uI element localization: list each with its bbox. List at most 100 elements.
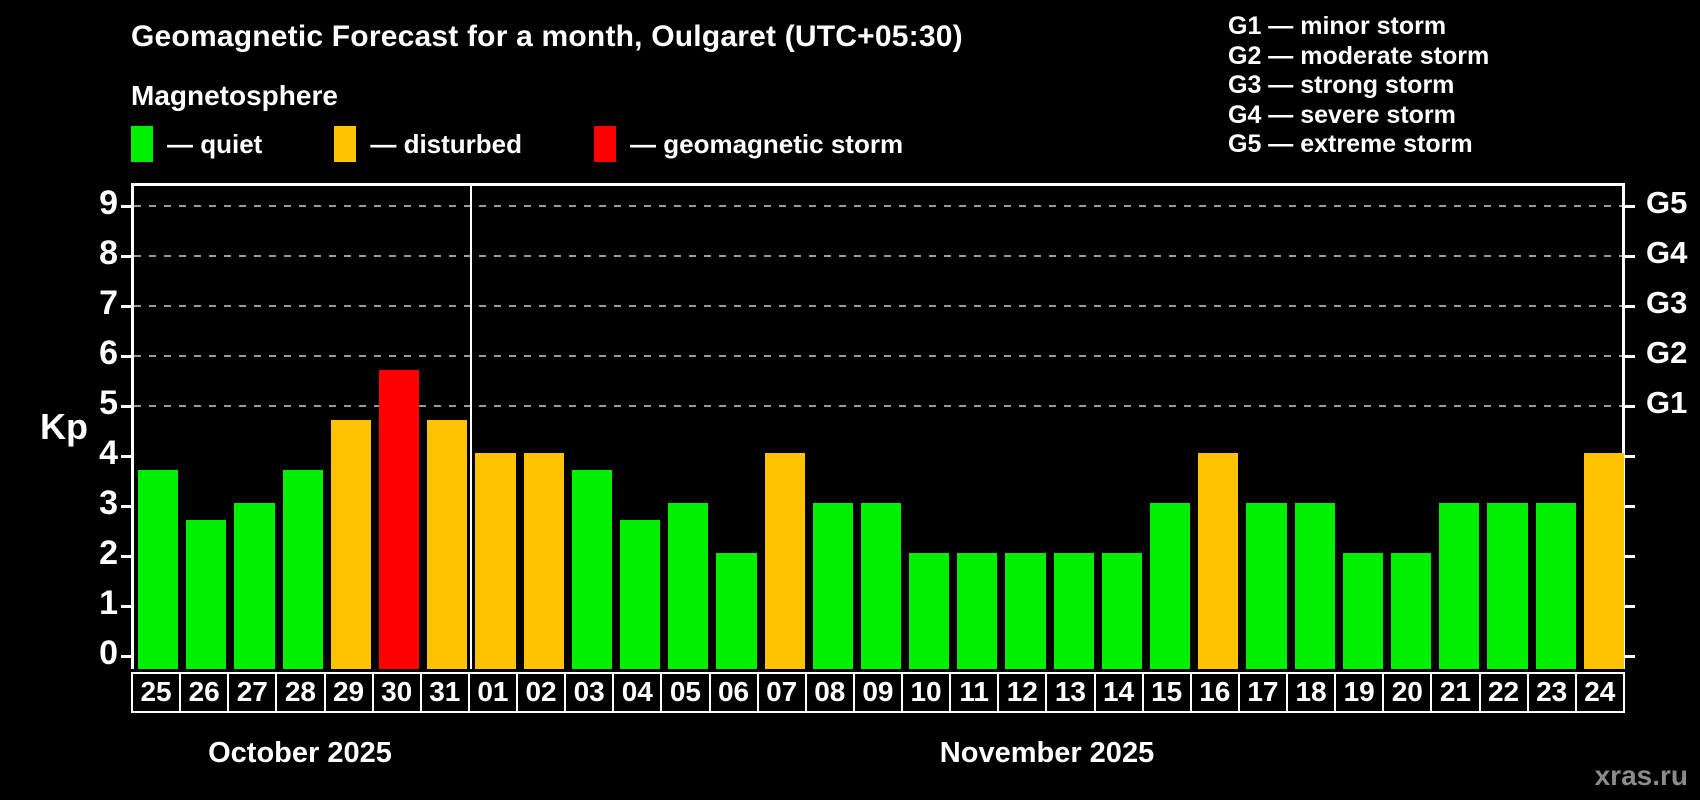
legend-item-quiet: — quiet xyxy=(131,126,262,162)
kp-bar-day-05 xyxy=(668,503,709,669)
y-tick-label-4: 4 xyxy=(99,434,118,472)
day-label-17: 17 xyxy=(1237,672,1288,713)
day-label-18: 18 xyxy=(1286,672,1337,713)
day-label-08: 08 xyxy=(804,672,855,713)
kp-bar-day-03 xyxy=(571,469,612,669)
kp-bar-day-07 xyxy=(764,453,805,669)
plot-area xyxy=(121,183,1635,669)
kp-bar-day-26 xyxy=(186,519,227,669)
gridline-kp6 xyxy=(134,355,1622,357)
tick-right-kp7 xyxy=(1622,305,1635,308)
g-scale-label-g1: G1 xyxy=(1646,385,1688,420)
y-tick-label-1: 1 xyxy=(99,584,118,622)
day-label-13: 13 xyxy=(1045,672,1096,713)
day-label-02: 02 xyxy=(516,672,567,713)
tick-right-kp1 xyxy=(1622,605,1635,608)
kp-bar-day-13 xyxy=(1053,553,1094,669)
y-tick-label-3: 3 xyxy=(99,484,118,522)
kp-bar-day-04 xyxy=(619,519,661,669)
kp-bar-day-29 xyxy=(330,419,371,669)
gridline-kp7 xyxy=(134,305,1622,307)
storm-scale-line-g1: G1 — minor storm xyxy=(1228,12,1447,40)
tick-left-kp3 xyxy=(121,505,134,508)
day-label-14: 14 xyxy=(1093,672,1144,713)
storm-scale-line-g5: G5 — extreme storm xyxy=(1228,130,1473,158)
tick-right-kp8 xyxy=(1622,255,1635,258)
legend-label-disturbed: — disturbed xyxy=(370,128,523,159)
kp-bar-day-11 xyxy=(957,553,998,669)
gridline-kp8 xyxy=(134,255,1622,257)
kp-bar-day-15 xyxy=(1150,503,1191,669)
day-label-20: 20 xyxy=(1382,672,1433,713)
day-label-30: 30 xyxy=(371,672,422,713)
tick-left-kp2 xyxy=(121,555,134,558)
kp-bar-day-14 xyxy=(1101,553,1143,669)
kp-status-legend: — quiet — disturbed — geomagnetic storm xyxy=(131,126,975,162)
watermark: xras.ru xyxy=(1594,760,1688,791)
kp-bar-day-20 xyxy=(1391,553,1432,669)
storm-scale-line-g4: G4 — severe storm xyxy=(1228,100,1456,129)
kp-bar-day-09 xyxy=(860,503,902,669)
x-axis-day-labels: 25 26 27 28 29 30 31 01 02 03 04 05 06 07 08 09 10 11 12 13… xyxy=(131,672,1625,713)
tick-left-kp5 xyxy=(121,405,134,408)
kp-bar-day-31 xyxy=(427,419,468,669)
day-label-06: 06 xyxy=(708,672,759,713)
tick-right-kp0 xyxy=(1622,655,1635,658)
tick-left-kp0 xyxy=(121,655,134,658)
month-separator-line xyxy=(470,186,473,669)
day-label-23: 23 xyxy=(1526,672,1577,713)
kp-bar-day-30 xyxy=(378,369,420,669)
day-label-12: 12 xyxy=(997,672,1048,713)
storm-scale-legend: G1 — minor storm G2 — moderate storm G3 … xyxy=(1228,12,1489,160)
g-scale-label-g4: G4 xyxy=(1646,235,1688,270)
tick-right-kp4 xyxy=(1622,455,1635,458)
disturbed-color-swatch xyxy=(334,126,357,162)
storm-scale-line-g3: G3 — strong storm xyxy=(1228,71,1455,99)
kp-bar-day-22 xyxy=(1487,503,1528,669)
legend-label-quiet: — quiet xyxy=(167,128,263,159)
tick-left-kp7 xyxy=(121,305,134,308)
y-tick-label-6: 6 xyxy=(99,334,118,372)
kp-bar-day-27 xyxy=(234,503,275,669)
y-axis-title: Kp xyxy=(40,406,88,447)
tick-left-kp4 xyxy=(121,455,134,458)
legend-item-storm: — geomagnetic storm xyxy=(594,126,903,162)
kp-bar-day-10 xyxy=(909,553,950,669)
day-label-25: 25 xyxy=(131,672,182,713)
chart-subtitle: Magnetosphere xyxy=(131,80,338,111)
month-label-november: November 2025 xyxy=(939,737,1155,769)
day-label-29: 29 xyxy=(323,672,374,713)
y-tick-label-0: 0 xyxy=(99,634,118,672)
tick-right-kp3 xyxy=(1622,505,1635,508)
day-label-07: 07 xyxy=(756,672,807,713)
storm-color-swatch xyxy=(594,126,617,162)
day-label-09: 09 xyxy=(852,672,903,713)
kp-bar-day-08 xyxy=(812,503,853,669)
kp-bar-day-18 xyxy=(1294,503,1335,669)
gridline-kp9 xyxy=(134,205,1622,207)
tick-right-kp2 xyxy=(1622,555,1635,558)
day-label-15: 15 xyxy=(1141,672,1192,713)
day-label-19: 19 xyxy=(1334,672,1385,713)
tick-left-kp6 xyxy=(121,355,134,358)
day-label-10: 10 xyxy=(901,672,952,713)
tick-left-kp9 xyxy=(121,205,134,208)
day-label-11: 11 xyxy=(949,672,1000,713)
chart-title: Geomagnetic Forecast for a month, Oulgar… xyxy=(131,20,963,53)
quiet-color-swatch xyxy=(131,126,153,162)
day-label-28: 28 xyxy=(275,672,326,713)
storm-scale-line-g2: G2 — moderate storm xyxy=(1228,41,1490,70)
tick-left-kp1 xyxy=(121,605,134,608)
day-label-31: 31 xyxy=(419,672,470,713)
month-label-october: October 2025 xyxy=(208,737,392,769)
tick-right-kp9 xyxy=(1622,205,1635,208)
y-tick-label-7: 7 xyxy=(99,284,118,322)
legend-item-disturbed: — disturbed xyxy=(334,126,522,162)
g-scale-label-g3: G3 xyxy=(1646,285,1688,320)
gridline-kp5 xyxy=(134,405,1622,407)
kp-bar-day-19 xyxy=(1342,553,1384,669)
y-tick-label-8: 8 xyxy=(99,234,118,272)
day-label-04: 04 xyxy=(612,672,663,713)
day-label-24: 24 xyxy=(1574,672,1625,713)
g-scale-label-g5: G5 xyxy=(1646,185,1688,220)
